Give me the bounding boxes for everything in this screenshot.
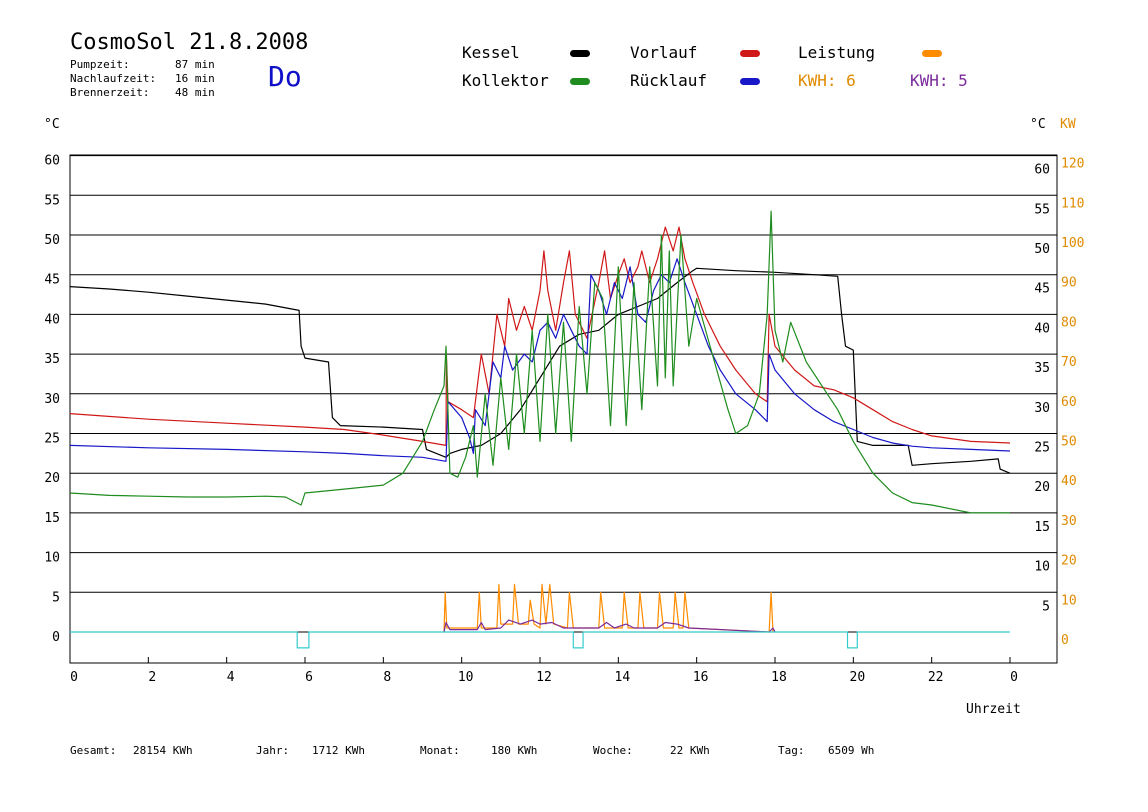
y-left-tick-1: 5 <box>52 590 60 605</box>
x-tick-5: 10 <box>458 670 474 685</box>
x-tick-11: 22 <box>928 670 944 685</box>
x-axis-label: Uhrzeit <box>966 702 1021 717</box>
y-right-tick-7: 40 <box>1034 321 1050 336</box>
footer-monat-value: 180 KWh <box>491 744 538 757</box>
y-left-tick-3: 15 <box>44 511 60 526</box>
y-right-tick-2: 15 <box>1034 520 1050 535</box>
series-line-leistung <box>443 583 774 633</box>
series-line-kollektor <box>69 210 1010 514</box>
stat-value-1: 16 min <box>175 72 215 85</box>
legend-ruecklauf-swatch <box>740 78 760 85</box>
y-right-tick-3: 20 <box>1034 480 1050 495</box>
y-kw-tick-3: 30 <box>1061 514 1077 529</box>
y-right-tick-8: 45 <box>1034 282 1050 297</box>
plot-frame <box>69 154 1058 664</box>
x-tick-10: 20 <box>850 670 866 685</box>
y-left-tick-5: 25 <box>44 432 60 447</box>
y-kw-tick-4: 40 <box>1061 474 1077 489</box>
x-tick-7: 14 <box>615 670 631 685</box>
footer-gesamt-label: Gesamt: <box>70 744 117 757</box>
footer-jahr-value: 1712 KWh <box>312 744 365 757</box>
legend-kessel-swatch <box>570 50 590 57</box>
x-tick-2: 4 <box>227 670 235 685</box>
weekday-label: Do <box>268 60 302 93</box>
legend-kessel: Kessel <box>462 43 520 62</box>
x-tick-0: 0 <box>70 670 78 685</box>
legend-vorlauf: Vorlauf <box>630 43 698 62</box>
y-kw-tick-5: 50 <box>1061 435 1077 450</box>
y-kw-tick-2: 20 <box>1061 554 1077 569</box>
y-left-tick-2: 10 <box>44 551 60 566</box>
y-kw-tick-11: 110 <box>1061 196 1084 211</box>
legend-kwh-1: KWH: 6 <box>798 71 856 90</box>
stat-value-2: 48 min <box>175 86 215 99</box>
legend-leistung: Leistung <box>798 43 876 62</box>
x-tick-1: 2 <box>148 670 156 685</box>
x-tick-8: 16 <box>693 670 709 685</box>
y-right-tick-10: 55 <box>1034 202 1050 217</box>
x-tick-9: 18 <box>771 670 787 685</box>
y-right-tick-11: 60 <box>1034 163 1050 178</box>
y-left-unit: °C <box>44 117 60 132</box>
footer-tag-value: 6509 Wh <box>828 744 875 757</box>
series-line-kessel <box>69 267 1011 474</box>
y-right-tick-5: 30 <box>1034 401 1050 416</box>
y-left-tick-0: 0 <box>52 630 60 645</box>
y-right-tick-4: 25 <box>1034 441 1050 456</box>
x-tick-4: 8 <box>383 670 391 685</box>
y-left-tick-11: 55 <box>44 193 60 208</box>
y-kw-tick-10: 100 <box>1061 236 1084 251</box>
y-kw-tick-7: 70 <box>1061 355 1077 370</box>
y-kw-tick-9: 90 <box>1061 276 1077 291</box>
legend-vorlauf-swatch <box>740 50 760 57</box>
series-line-vorlauf <box>69 226 1011 446</box>
legend-kwh-2: KWH: 5 <box>910 71 968 90</box>
stat-label-2: Brennerzeit: <box>70 86 150 99</box>
y-left-tick-6: 30 <box>44 392 60 407</box>
y-left-tick-8: 40 <box>44 312 60 327</box>
chart-title: CosmoSol 21.8.2008 <box>70 30 309 55</box>
legend-leistung-swatch <box>922 50 942 57</box>
y-left-tick-9: 45 <box>44 273 60 288</box>
y-right-tick-9: 50 <box>1034 242 1050 257</box>
y-kw-tick-8: 80 <box>1061 315 1077 330</box>
x-tick-6: 12 <box>536 670 552 685</box>
y-kw-tick-12: 120 <box>1061 157 1084 172</box>
y-left-tick-7: 35 <box>44 352 60 367</box>
legend-kollektor: Kollektor <box>462 71 549 90</box>
y-right-tick-6: 35 <box>1034 361 1050 376</box>
footer-woche-label: Woche: <box>593 744 633 757</box>
footer-tag-label: Tag: <box>778 744 805 757</box>
x-tick-3: 6 <box>305 670 313 685</box>
y-right-unit: °C <box>1030 117 1046 132</box>
footer-monat-label: Monat: <box>420 744 460 757</box>
y-kw-tick-0: 0 <box>1061 633 1069 648</box>
legend-kollektor-swatch <box>570 78 590 85</box>
y-right-kw-unit: KW <box>1060 117 1076 132</box>
stat-label-1: Nachlaufzeit: <box>70 72 157 85</box>
y-kw-tick-6: 60 <box>1061 395 1077 410</box>
x-tick-12: 0 <box>1010 670 1018 685</box>
footer-woche-value: 22 KWh <box>670 744 710 757</box>
stat-value-0: 87 min <box>175 58 215 71</box>
y-right-tick-1: 10 <box>1034 560 1050 575</box>
y-left-tick-10: 50 <box>44 233 60 248</box>
stat-label-0: Pumpzeit: <box>70 58 130 71</box>
legend-ruecklauf: Rücklauf <box>630 71 708 90</box>
footer-gesamt-value: 28154 KWh <box>133 744 193 757</box>
y-left-tick-12: 60 <box>44 154 60 169</box>
series-line-pumpe <box>70 631 1010 649</box>
y-kw-tick-1: 10 <box>1061 593 1077 608</box>
y-right-tick-0: 5 <box>1042 599 1050 614</box>
series-line-kwh-5 <box>443 619 776 633</box>
footer-jahr-label: Jahr: <box>256 744 290 757</box>
y-left-tick-4: 20 <box>44 471 60 486</box>
